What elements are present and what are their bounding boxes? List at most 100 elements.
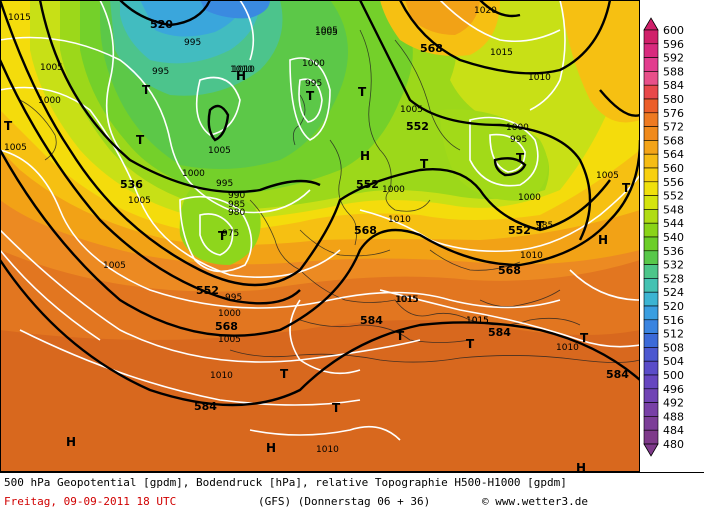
scale-tick-label: 488 [663, 410, 684, 423]
isobar-label: 1000 [38, 96, 61, 106]
low-pressure-marker: T [516, 151, 525, 165]
low-pressure-marker: T [396, 329, 405, 343]
scale-swatch [643, 153, 659, 169]
isobar-label: 1000 [518, 193, 541, 203]
geopotential-label: 520 [150, 18, 173, 31]
isobar-label: 1005 [128, 196, 151, 206]
high-pressure-marker: H [576, 461, 586, 472]
scale-tick-label: 588 [663, 65, 684, 78]
geopotential-label: 552 [508, 224, 531, 237]
scale-swatch [643, 167, 659, 183]
scale-arrow-top [643, 17, 659, 31]
geopotential-label: 584 [488, 326, 511, 339]
low-pressure-marker: T [280, 367, 289, 381]
isobar-label: 1010 [230, 65, 253, 75]
weather-map: 1015 1005 1000 995 1005 995 1010 1005 10… [0, 0, 640, 472]
scale-swatch [643, 388, 659, 403]
isobar-label: 995 [305, 79, 322, 89]
scale-swatch [643, 126, 659, 141]
low-pressure-marker: T [332, 401, 341, 415]
scale-tick-label: 520 [663, 300, 684, 313]
scale-tick-label: 480 [663, 438, 684, 451]
scale-tick-label: 532 [663, 259, 684, 272]
geopotential-label: 568 [215, 320, 238, 333]
low-pressure-marker: T [536, 219, 545, 233]
scale-tick-label: 492 [663, 397, 684, 410]
low-pressure-marker: T [306, 89, 315, 103]
geopotential-label: 552 [196, 284, 219, 297]
geopotential-lines [0, 0, 640, 407]
isobar-label: 1005 [400, 105, 423, 115]
scale-tick-label: 536 [663, 245, 684, 258]
scale-tick-label: 500 [663, 369, 684, 382]
isobar-label: 1010 [528, 73, 551, 83]
scale-tick-label: 576 [663, 107, 684, 120]
high-pressure-marker: H [266, 441, 276, 455]
scale-swatch [643, 195, 659, 210]
scale-tick-label: 548 [663, 203, 684, 216]
low-pressure-marker: T [136, 133, 145, 147]
isobar-label: 995 [152, 67, 169, 77]
high-pressure-marker: H [598, 233, 608, 247]
low-pressure-marker: T [466, 337, 475, 351]
scale-tick-label: 512 [663, 328, 684, 341]
scale-tick-label: 592 [663, 52, 684, 65]
isobar-label: 1005 [315, 26, 338, 36]
isobar-label: 1000 [302, 59, 325, 69]
scale-swatch [643, 278, 659, 293]
scale-swatch [643, 236, 659, 252]
scale-swatch [643, 319, 659, 334]
scale-swatch [643, 43, 659, 58]
model-run: (GFS) (Donnerstag 06 + 36) [258, 495, 431, 508]
isobar-label: 1015 [490, 48, 513, 58]
scale-tick-label: 568 [663, 134, 684, 147]
scale-swatch [643, 181, 659, 196]
isobar-label: 1010 [556, 343, 579, 353]
isobar-label: 985 [228, 200, 245, 210]
isobar-label: 980 [228, 208, 245, 218]
isobar-label: 1000 [382, 185, 405, 195]
high-pressure-marker: H [236, 69, 246, 83]
scale-tick-label: 484 [663, 424, 684, 437]
isobar-label: 995 [216, 179, 233, 189]
isobar-label: 1015 [395, 295, 418, 305]
geopotential-label: 552 [406, 120, 429, 133]
isobar-label: 995 [225, 293, 242, 303]
geopotential-label: 536 [120, 178, 143, 191]
isobar-label: 1005 [40, 63, 63, 73]
scale-tick-label: 580 [663, 93, 684, 106]
isobar-label: 995 [184, 38, 201, 48]
isobar-label: 1015 [466, 316, 489, 326]
scale-tick-label: 544 [663, 217, 684, 230]
scale-tick-label: 528 [663, 272, 684, 285]
isobars [0, 0, 640, 441]
scale-swatch [643, 402, 659, 417]
scale-swatch [643, 29, 659, 45]
scale-tick-label: 600 [663, 24, 684, 37]
isobar-label: 1005 [208, 146, 231, 156]
isobar-label: 1000 [218, 309, 241, 319]
scale-swatch [643, 374, 659, 390]
isobar-label: 1010 [232, 65, 255, 75]
copyright: © www.wetter3.de [482, 495, 588, 508]
geopotential-label: 568 [354, 224, 377, 237]
isobar-label: 1010 [316, 445, 339, 455]
isobar-label: 990 [228, 191, 245, 201]
scale-swatch [643, 140, 659, 155]
isobar-label: 1010 [388, 215, 411, 225]
isobar-label: 1015 [466, 316, 489, 326]
scale-tick-label: 564 [663, 148, 684, 161]
scale-tick-label: 584 [663, 79, 684, 92]
scale-tick-label: 560 [663, 162, 684, 175]
scale-tick-label: 496 [663, 383, 684, 396]
scale-swatch [643, 416, 659, 431]
scale-tick-label: 540 [663, 231, 684, 244]
low-pressure-marker: T [420, 157, 429, 171]
scale-swatch [643, 291, 659, 307]
isobar-label: 1005 [4, 143, 27, 153]
geopotential-labels: 520 536 552 552 552 552 568 568 568 568 … [120, 18, 629, 413]
isobar-label: 985 [536, 221, 553, 231]
isobar-label: 1005 [103, 261, 126, 271]
isobar-label: 1015 [8, 13, 31, 23]
scale-tick-label: 508 [663, 341, 684, 354]
